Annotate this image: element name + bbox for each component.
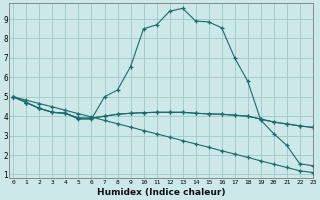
- X-axis label: Humidex (Indice chaleur): Humidex (Indice chaleur): [97, 188, 225, 197]
